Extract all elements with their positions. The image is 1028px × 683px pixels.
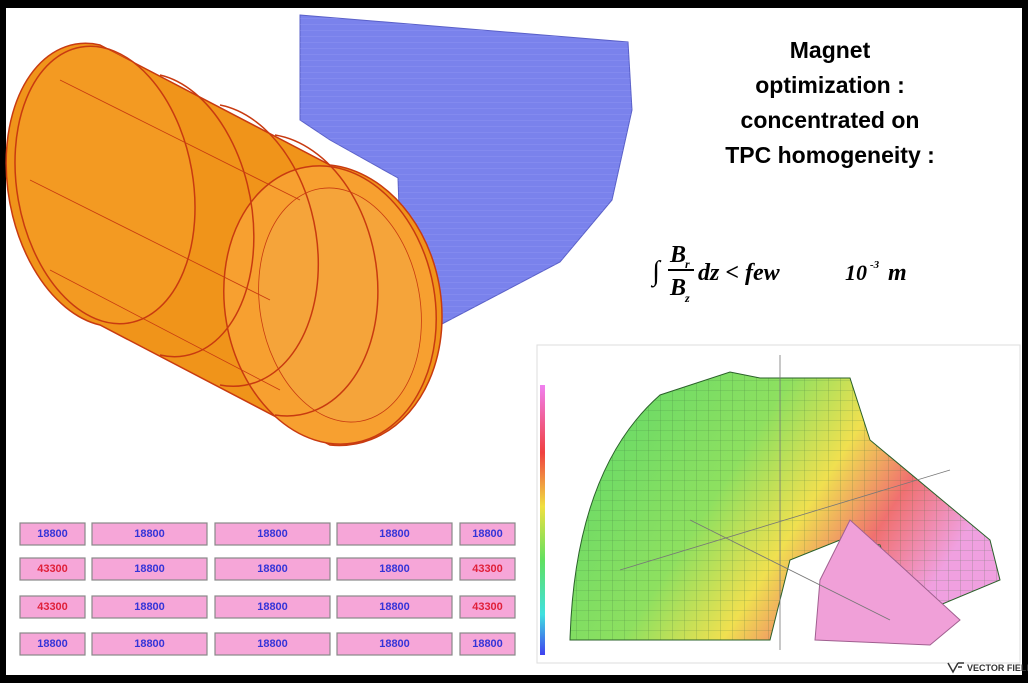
field-map-illustration	[537, 345, 1020, 663]
cell-value: 18800	[472, 528, 503, 540]
cell-value: 43300	[37, 563, 68, 575]
cell-value: 18800	[257, 563, 288, 575]
cell-value: 18800	[134, 601, 165, 613]
cell-value: 18800	[134, 638, 165, 650]
cell-value: 18800	[379, 638, 410, 650]
cell-value: 18800	[37, 638, 68, 650]
numerator-subscript: r	[685, 257, 690, 271]
cell-value: 43300	[37, 601, 68, 613]
slide: Magnet optimization : concentrated on TP…	[0, 0, 1028, 683]
power-exponent: -3	[870, 259, 880, 271]
cell-value: 18800	[379, 601, 410, 613]
cell-value: 18800	[134, 528, 165, 540]
cell-value: 18800	[379, 563, 410, 575]
denominator-subscript: z	[684, 291, 690, 305]
formula-text: dz < few	[698, 260, 781, 286]
numerator: B	[669, 242, 686, 268]
power-base: 10	[845, 260, 867, 285]
logo-text: VECTOR FIELDS	[967, 663, 1028, 673]
cell-value: 43300	[472, 563, 503, 575]
cell-value: 18800	[257, 528, 288, 540]
title-line: optimization :	[755, 72, 904, 98]
title-line: Magnet	[790, 37, 871, 63]
cell-value: 18800	[37, 528, 68, 540]
cell-value: 18800	[134, 563, 165, 575]
cell-value: 18800	[472, 638, 503, 650]
cell-value: 18800	[257, 601, 288, 613]
title-line: TPC homogeneity :	[725, 142, 935, 168]
title-line: concentrated on	[741, 107, 920, 133]
unit: m	[888, 260, 907, 286]
cell-value: 18800	[379, 528, 410, 540]
cell-value: 43300	[472, 601, 503, 613]
denominator: B	[669, 275, 686, 301]
cell-value: 18800	[257, 638, 288, 650]
